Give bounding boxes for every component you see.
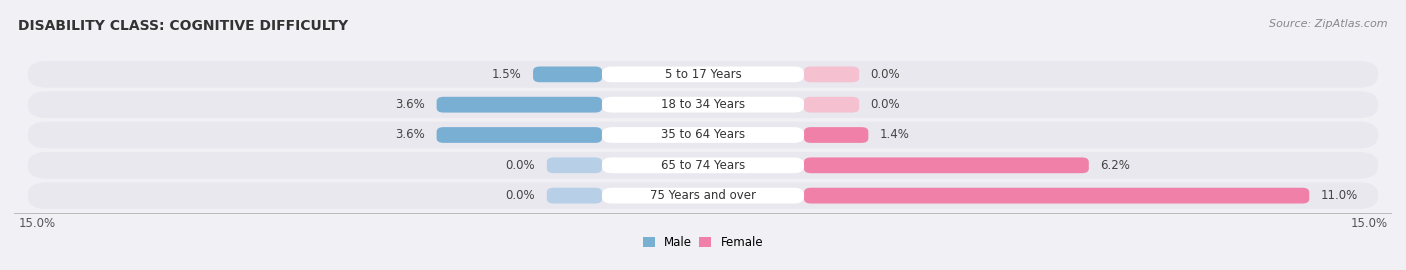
FancyBboxPatch shape bbox=[28, 152, 1378, 179]
Text: 18 to 34 Years: 18 to 34 Years bbox=[661, 98, 745, 111]
FancyBboxPatch shape bbox=[547, 188, 602, 204]
Text: 6.2%: 6.2% bbox=[1101, 159, 1130, 172]
FancyBboxPatch shape bbox=[602, 127, 804, 143]
FancyBboxPatch shape bbox=[804, 66, 859, 82]
FancyBboxPatch shape bbox=[804, 188, 1309, 204]
Text: 3.6%: 3.6% bbox=[395, 98, 425, 111]
FancyBboxPatch shape bbox=[602, 157, 804, 173]
Text: 1.4%: 1.4% bbox=[880, 129, 910, 141]
Text: 75 Years and over: 75 Years and over bbox=[650, 189, 756, 202]
FancyBboxPatch shape bbox=[804, 97, 859, 113]
FancyBboxPatch shape bbox=[602, 66, 804, 82]
Text: 11.0%: 11.0% bbox=[1320, 189, 1358, 202]
Text: Source: ZipAtlas.com: Source: ZipAtlas.com bbox=[1270, 19, 1388, 29]
Text: 3.6%: 3.6% bbox=[395, 129, 425, 141]
Legend: Male, Female: Male, Female bbox=[638, 231, 768, 254]
Text: 15.0%: 15.0% bbox=[18, 217, 56, 231]
FancyBboxPatch shape bbox=[437, 97, 602, 113]
Text: 5 to 17 Years: 5 to 17 Years bbox=[665, 68, 741, 81]
Text: DISABILITY CLASS: COGNITIVE DIFFICULTY: DISABILITY CLASS: COGNITIVE DIFFICULTY bbox=[18, 19, 349, 33]
FancyBboxPatch shape bbox=[547, 157, 602, 173]
FancyBboxPatch shape bbox=[437, 127, 602, 143]
Text: 35 to 64 Years: 35 to 64 Years bbox=[661, 129, 745, 141]
FancyBboxPatch shape bbox=[28, 61, 1378, 88]
Text: 65 to 74 Years: 65 to 74 Years bbox=[661, 159, 745, 172]
Text: 0.0%: 0.0% bbox=[870, 98, 900, 111]
FancyBboxPatch shape bbox=[28, 182, 1378, 209]
FancyBboxPatch shape bbox=[28, 122, 1378, 148]
FancyBboxPatch shape bbox=[28, 91, 1378, 118]
Text: 0.0%: 0.0% bbox=[506, 189, 536, 202]
Text: 1.5%: 1.5% bbox=[492, 68, 522, 81]
Text: 0.0%: 0.0% bbox=[870, 68, 900, 81]
Text: 0.0%: 0.0% bbox=[506, 159, 536, 172]
FancyBboxPatch shape bbox=[602, 97, 804, 113]
FancyBboxPatch shape bbox=[804, 127, 869, 143]
FancyBboxPatch shape bbox=[602, 188, 804, 204]
Text: 15.0%: 15.0% bbox=[1350, 217, 1388, 231]
FancyBboxPatch shape bbox=[533, 66, 602, 82]
FancyBboxPatch shape bbox=[804, 157, 1088, 173]
